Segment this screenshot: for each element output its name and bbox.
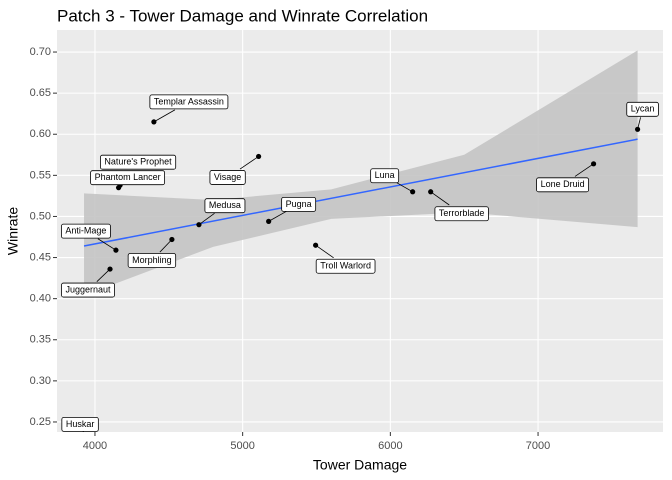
point-label: Morphling: [132, 255, 172, 265]
chart-title: Patch 3 - Tower Damage and Winrate Corre…: [57, 6, 428, 25]
label-box: [61, 223, 111, 239]
point: [256, 153, 262, 160]
label-box: [100, 154, 177, 170]
label-box: [204, 198, 246, 214]
label-box: [626, 101, 659, 117]
label-box: [434, 206, 489, 222]
label-box: [370, 168, 400, 184]
point-label: Medusa: [209, 200, 241, 210]
x-axis-title: Tower Damage: [313, 457, 407, 473]
point-label: Juggernaut: [65, 284, 111, 294]
point-label: Phantom Lancer: [95, 172, 161, 182]
label-leader: [574, 163, 594, 177]
label-leader: [268, 210, 287, 222]
point-label: Pugna: [286, 199, 312, 209]
point-label: Luna: [375, 170, 395, 180]
y-tick-label: 0.60: [30, 128, 51, 140]
point-label: Terrorblade: [439, 208, 485, 218]
label-leader: [153, 109, 176, 123]
label-leader: [395, 181, 413, 193]
y-tick-label: 0.45: [30, 251, 51, 263]
y-axis-title: Winrate: [5, 207, 21, 255]
label-box: [209, 170, 246, 185]
label-box: [61, 282, 115, 298]
x-tick-label: 4000: [83, 440, 107, 452]
y-tick-label: 0.30: [30, 375, 51, 387]
y-tick-label: 0.40: [30, 293, 51, 305]
y-tick-label: 0.70: [30, 46, 51, 58]
point-label: Huskar: [66, 419, 95, 429]
y-tick-label: 0.25: [30, 416, 51, 428]
label-leader: [96, 268, 111, 282]
y-tick-label: 0.65: [30, 87, 51, 99]
label-box: [536, 177, 589, 193]
label-box: [149, 94, 229, 110]
label-box: [127, 253, 177, 268]
y-tick-label: 0.55: [30, 169, 51, 181]
x-tick-label: 6000: [378, 440, 402, 452]
label-box: [90, 170, 166, 186]
label-leader: [239, 156, 259, 170]
label-box: [315, 258, 376, 274]
point-label: Templar Assassin: [154, 96, 224, 106]
point-label: Lycan: [631, 104, 655, 114]
confidence-band: [84, 50, 638, 296]
fit-line: [83, 138, 638, 247]
point-label: Nature's Prophet: [104, 157, 172, 167]
label-leader: [430, 191, 450, 206]
label-leader: [198, 212, 215, 225]
label-leader: [315, 244, 334, 259]
point-label: Lone Druid: [541, 179, 585, 189]
label-leader: [159, 239, 173, 253]
x-tick-label: 5000: [230, 440, 254, 452]
point-label: Visage: [214, 172, 241, 182]
y-tick-label: 0.50: [30, 210, 51, 222]
label-leader: [637, 117, 641, 130]
point: [313, 242, 319, 248]
x-tick-label: 7000: [526, 440, 550, 452]
label-box: [281, 196, 317, 212]
y-tick-label: 0.35: [30, 334, 51, 346]
label-leader: [97, 238, 117, 251]
label-box: [61, 417, 99, 432]
point-label: Troll Warlord: [320, 261, 371, 271]
point: [590, 161, 597, 167]
point-label: Anti-Mage: [65, 226, 106, 236]
